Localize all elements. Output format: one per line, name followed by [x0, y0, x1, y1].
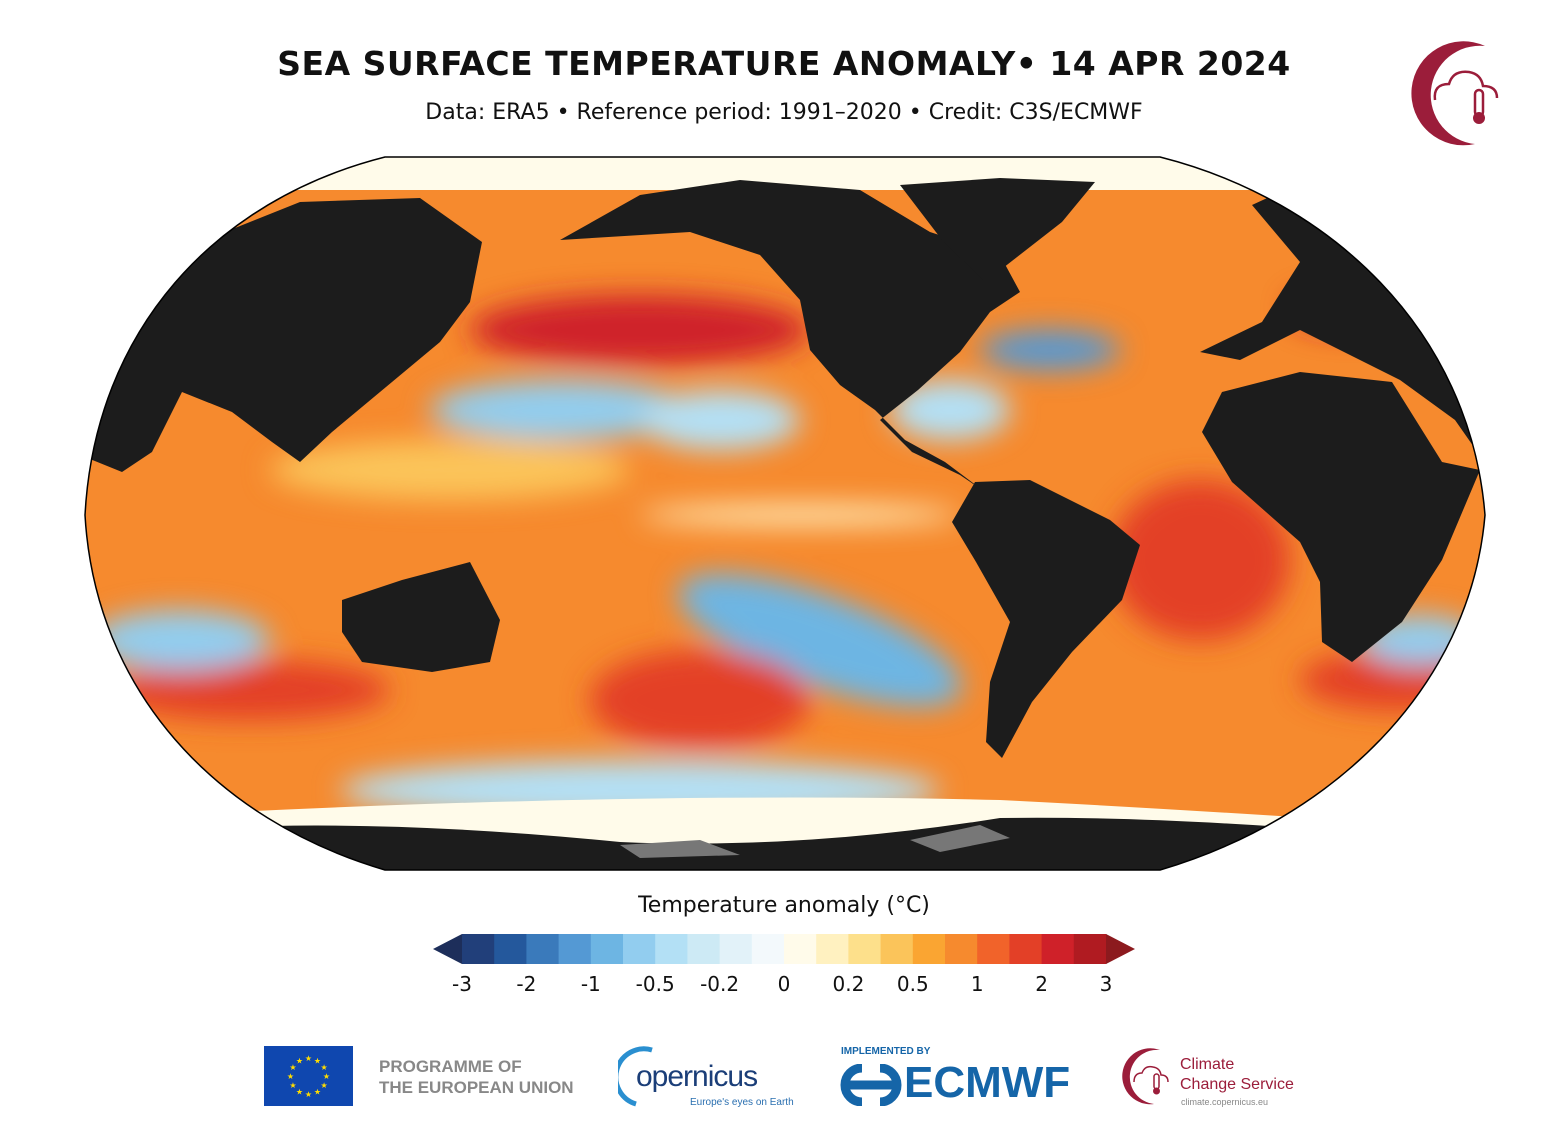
ecmwf-logo-text: ECMWF	[904, 1058, 1071, 1107]
c3s-corner-logo	[1411, 41, 1499, 146]
land-australia	[342, 562, 500, 672]
colorbar-bin	[912, 934, 946, 964]
colorbar	[433, 934, 1135, 964]
colorbar-bin	[1073, 934, 1107, 964]
eu-star-icon: ★	[296, 1056, 303, 1065]
colorbar-bin	[880, 934, 914, 964]
land-south-america	[952, 480, 1140, 758]
colorbar-bin	[623, 934, 656, 964]
colorbar-tick-label: 2	[1035, 972, 1048, 996]
colorbar-tick-label: 3	[1099, 972, 1113, 996]
land-antarctic-ice-shelf	[620, 825, 1010, 858]
colorbar-bin	[816, 934, 849, 964]
colorbar-bin	[1009, 934, 1043, 964]
page-title: SEA SURFACE TEMPERATURE ANOMALY• 14 APR …	[277, 44, 1291, 83]
land-africa	[1202, 372, 1480, 662]
eu-star-icon: ★	[314, 1056, 321, 1065]
eu-star-icon: ★	[321, 1081, 328, 1090]
copernicus-logo-mark	[618, 1046, 653, 1107]
eu-star-icon: ★	[296, 1088, 303, 1097]
colorbar-bin	[784, 934, 817, 964]
eu-star-icon: ★	[314, 1088, 321, 1097]
colorbar-tick-label: -1	[580, 972, 601, 996]
colorbar-bin	[494, 934, 527, 964]
colorbar-tick-label: -0.5	[635, 972, 675, 996]
colorbar-tick-label: 1	[970, 972, 984, 996]
anomaly-field	[90, 290, 1485, 820]
colorbar-under-arrow	[433, 934, 462, 964]
c3s-url: climate.copernicus.eu	[1181, 1097, 1269, 1107]
land-greenland	[900, 178, 1095, 282]
c3s-line1: Climate	[1180, 1056, 1235, 1073]
eu-star-icon: ★	[321, 1063, 328, 1072]
colorbar-bin	[1041, 934, 1075, 964]
colorbar-tick-label: 0.2	[832, 972, 865, 996]
colorbar-bin	[719, 934, 753, 964]
colorbar-tick-label: -2	[516, 972, 537, 996]
colorbar-tick-label: 0	[777, 972, 791, 996]
land-antarctica	[85, 817, 1485, 870]
eu-line1: PROGRAMME OF	[379, 1057, 522, 1076]
sst-anomaly-map	[84, 156, 1486, 871]
eu-programme-text: PROGRAMME OF THE EUROPEAN UNION	[379, 1056, 574, 1098]
colorbar-tick-label: 0.5	[896, 972, 929, 996]
eu-star-icon: ★	[305, 1090, 312, 1099]
colorbar-tick-label: -3	[452, 972, 472, 996]
c3s-logo-mark	[1122, 1048, 1169, 1105]
ecmwf-implemented-by: IMPLEMENTED BY	[841, 1046, 931, 1057]
eu-star-icon: ★	[289, 1081, 296, 1090]
colorbar-bin	[590, 934, 624, 964]
c3s-logo-text: Climate Change Service	[1180, 1055, 1294, 1095]
colorbar-bin	[558, 934, 592, 964]
colorbar-over-arrow	[1106, 934, 1135, 964]
colorbar-bin	[687, 934, 721, 964]
colorbar-bin	[526, 934, 560, 964]
colorbar-bin	[977, 934, 1010, 964]
eu-star-icon: ★	[287, 1072, 294, 1081]
map-outline	[84, 156, 1486, 871]
eu-star-icon: ★	[323, 1072, 330, 1081]
ecmwf-logo-mark	[840, 1064, 902, 1106]
land-north-america	[560, 180, 1020, 492]
c3s-line2: Change Service	[1180, 1076, 1294, 1093]
colorbar-tick-label: -0.2	[700, 972, 740, 996]
eu-flag-logo: ★★★★★★★★★ ★ ★★	[264, 1046, 353, 1106]
page-subtitle: Data: ERA5 • Reference period: 1991–2020…	[425, 100, 1143, 125]
colorbar-bin	[848, 934, 882, 964]
colorbar-bin	[655, 934, 688, 964]
copernicus-logo-text: opernicus	[636, 1060, 758, 1093]
colorbar-bin	[462, 934, 495, 964]
eu-star-icon: ★	[289, 1063, 296, 1072]
colorbar-label: Temperature anomaly (°C)	[638, 893, 930, 918]
colorbar-bin	[945, 934, 978, 964]
eu-star-icon: ★	[305, 1054, 312, 1063]
copernicus-tagline: Europe's eyes on Earth	[690, 1097, 794, 1108]
colorbar-bin	[751, 934, 785, 964]
eu-line2: THE EUROPEAN UNION	[379, 1078, 574, 1097]
